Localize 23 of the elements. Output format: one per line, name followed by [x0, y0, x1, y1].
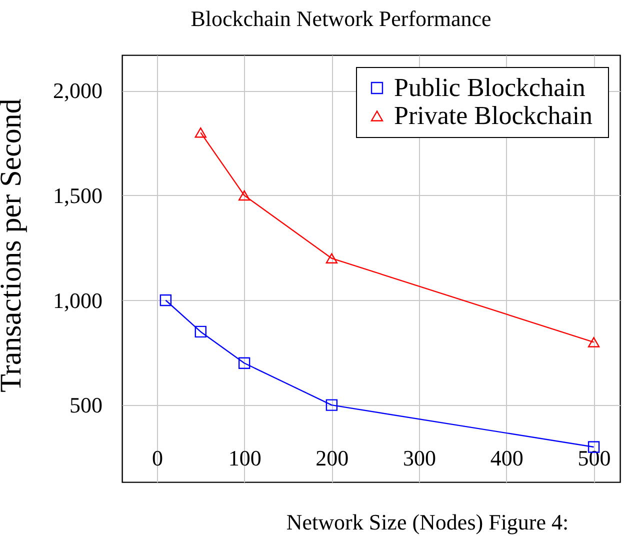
y-axis-title: Transactions per Second — [0, 98, 28, 392]
y-tick-label: 1,000 — [53, 288, 102, 313]
point — [160, 294, 172, 306]
point — [194, 127, 206, 138]
x-axis-title: Network Size (Nodes) Figure 4: — [286, 510, 569, 534]
y-tick-label: 1,500 — [53, 182, 102, 208]
point — [588, 337, 600, 348]
x-tick-label: 400 — [490, 446, 524, 470]
legend-label: Public Blockchain — [394, 73, 586, 102]
x-tick-label: 0 — [152, 446, 163, 470]
point — [238, 357, 250, 369]
point — [194, 326, 206, 338]
x-tick-label: 500 — [578, 446, 611, 470]
point — [326, 253, 338, 264]
x-tick-label: 300 — [403, 446, 436, 470]
y-tick-label: 2,000 — [53, 78, 102, 104]
legend-label: Private Blockchain — [394, 101, 593, 130]
x-tick-label: 200 — [316, 446, 349, 470]
chart-title: Blockchain Network Performance — [190, 6, 492, 31]
point — [326, 399, 338, 411]
y-tick-label: 500 — [70, 392, 102, 418]
x-tick-label: 100 — [228, 446, 262, 470]
point — [238, 190, 250, 201]
